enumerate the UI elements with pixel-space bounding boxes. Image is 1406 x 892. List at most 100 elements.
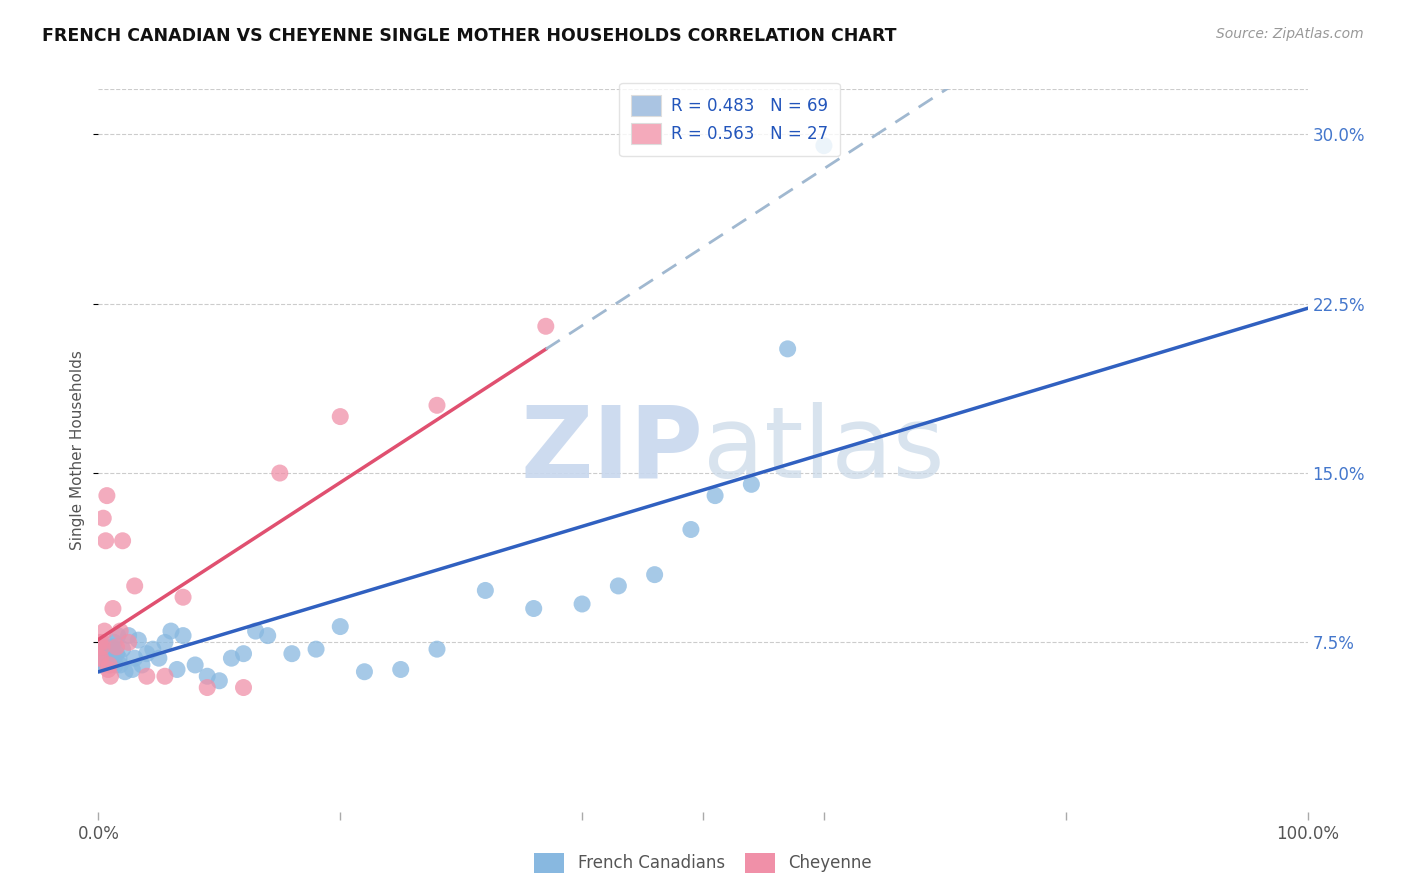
Point — [103, 635, 125, 649]
Point — [107, 629, 129, 643]
Y-axis label: Single Mother Households: Single Mother Households — [70, 351, 86, 550]
Point — [98, 657, 121, 672]
Point — [91, 651, 114, 665]
Point — [90, 651, 112, 665]
Point — [111, 533, 134, 548]
Point — [91, 640, 114, 654]
Point — [124, 579, 146, 593]
Text: FRENCH CANADIAN VS CHEYENNE SINGLE MOTHER HOUSEHOLDS CORRELATION CHART: FRENCH CANADIAN VS CHEYENNE SINGLE MOTHE… — [42, 27, 897, 45]
Point — [813, 138, 835, 153]
Point — [98, 651, 121, 665]
Point — [101, 601, 124, 615]
Point — [94, 533, 117, 548]
Point — [91, 640, 114, 654]
Point — [389, 663, 412, 677]
Point — [97, 653, 120, 667]
Text: atlas: atlas — [703, 402, 945, 499]
Point — [111, 642, 134, 657]
Point — [534, 319, 557, 334]
Point — [98, 642, 121, 657]
Point — [118, 629, 141, 643]
Point — [184, 657, 207, 672]
Point — [121, 663, 143, 677]
Point — [160, 624, 183, 639]
Point — [89, 651, 111, 665]
Point — [108, 651, 131, 665]
Point — [166, 663, 188, 677]
Point — [89, 657, 111, 672]
Point — [142, 642, 165, 657]
Point — [153, 635, 176, 649]
Point — [91, 635, 114, 649]
Point — [91, 648, 114, 663]
Point — [329, 619, 352, 633]
Point — [93, 624, 115, 639]
Point — [148, 651, 170, 665]
Point — [523, 601, 546, 615]
Point — [305, 642, 328, 657]
Point — [89, 651, 111, 665]
Point — [195, 669, 218, 683]
Point — [118, 635, 141, 649]
Point — [281, 647, 304, 661]
Point — [91, 644, 114, 658]
Point — [108, 657, 131, 672]
Point — [93, 656, 115, 670]
Point — [353, 665, 375, 679]
Point — [104, 657, 127, 672]
Point — [127, 633, 149, 648]
Point — [114, 665, 136, 679]
Point — [474, 583, 496, 598]
Point — [704, 489, 727, 503]
Point — [208, 673, 231, 688]
Point — [100, 657, 122, 672]
Point — [740, 477, 762, 491]
Point — [426, 398, 449, 412]
Point — [221, 651, 243, 665]
Legend: R = 0.483   N = 69, R = 0.563   N = 27: R = 0.483 N = 69, R = 0.563 N = 27 — [619, 83, 839, 156]
Point — [195, 681, 218, 695]
Point — [90, 653, 112, 667]
Point — [644, 567, 666, 582]
Point — [101, 651, 124, 665]
Text: Source: ZipAtlas.com: Source: ZipAtlas.com — [1216, 27, 1364, 41]
Point — [172, 591, 194, 605]
Point — [776, 342, 799, 356]
Point — [124, 651, 146, 665]
Point — [93, 647, 115, 661]
Point — [89, 635, 111, 649]
Point — [91, 511, 114, 525]
Point — [91, 656, 114, 670]
Point — [232, 647, 254, 661]
Point — [172, 629, 194, 643]
Point — [93, 651, 115, 665]
Point — [94, 653, 117, 667]
Point — [153, 669, 176, 683]
Point — [90, 642, 112, 657]
Point — [131, 657, 153, 672]
Point — [269, 466, 291, 480]
Point — [105, 647, 128, 661]
Point — [256, 629, 278, 643]
Point — [571, 597, 593, 611]
Point — [105, 640, 128, 654]
Point — [96, 651, 118, 665]
Text: ZIP: ZIP — [520, 402, 703, 499]
Point — [96, 642, 118, 657]
Point — [100, 669, 122, 683]
Point — [97, 663, 120, 677]
Point — [100, 640, 122, 654]
Point — [100, 647, 122, 661]
Point — [108, 624, 131, 639]
Legend: French Canadians, Cheyenne: French Canadians, Cheyenne — [527, 847, 879, 880]
Point — [135, 669, 157, 683]
Point — [426, 642, 449, 657]
Point — [96, 489, 118, 503]
Point — [90, 657, 112, 672]
Point — [232, 681, 254, 695]
Point — [89, 647, 111, 661]
Point — [329, 409, 352, 424]
Point — [607, 579, 630, 593]
Point — [245, 624, 267, 639]
Point — [135, 647, 157, 661]
